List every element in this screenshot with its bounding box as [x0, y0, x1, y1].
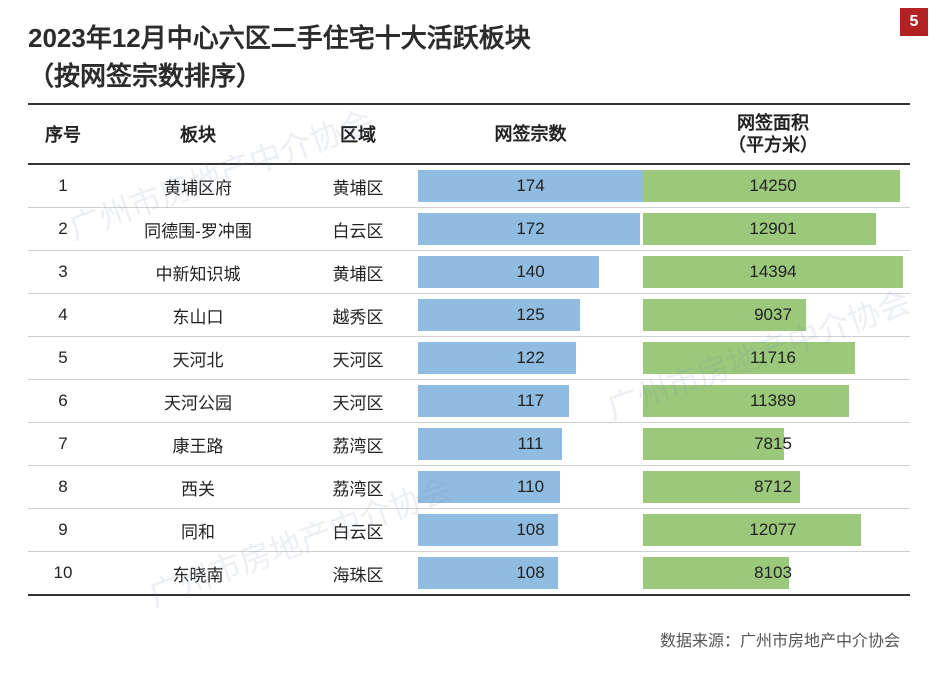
hdr-count: 网签宗数 [418, 123, 643, 146]
cell-index: 3 [28, 262, 98, 282]
cell-count: 174 [418, 170, 643, 202]
area-value: 9037 [643, 305, 903, 325]
cell-section: 天河公园 [98, 389, 298, 414]
cell-count: 140 [418, 256, 643, 288]
count-value: 110 [418, 477, 643, 497]
cell-index: 2 [28, 219, 98, 239]
count-value: 117 [418, 391, 643, 411]
count-value: 108 [418, 563, 643, 583]
table-header-row: 序号 板块 区域 网签宗数 网签面积 （平方米） [28, 103, 910, 165]
area-value: 11389 [643, 391, 903, 411]
cell-index: 7 [28, 434, 98, 454]
area-value: 8103 [643, 563, 903, 583]
cell-district: 海珠区 [298, 561, 418, 586]
hdr-district: 区域 [298, 121, 418, 147]
cell-district: 白云区 [298, 217, 418, 242]
cell-area: 14394 [643, 256, 903, 288]
table-row: 9同和白云区10812077 [28, 509, 910, 552]
area-value: 12901 [643, 219, 903, 239]
area-value: 14394 [643, 262, 903, 282]
area-value: 12077 [643, 520, 903, 540]
cell-index: 1 [28, 176, 98, 196]
count-value: 125 [418, 305, 643, 325]
table-row: 7康王路荔湾区1117815 [28, 423, 910, 466]
cell-count: 110 [418, 471, 643, 503]
cell-district: 荔湾区 [298, 475, 418, 500]
cell-district: 天河区 [298, 389, 418, 414]
cell-district: 天河区 [298, 346, 418, 371]
cell-count: 172 [418, 213, 643, 245]
count-value: 140 [418, 262, 643, 282]
cell-district: 荔湾区 [298, 432, 418, 457]
cell-area: 11716 [643, 342, 903, 374]
cell-district: 越秀区 [298, 303, 418, 328]
cell-section: 康王路 [98, 432, 298, 457]
area-value: 8712 [643, 477, 903, 497]
cell-count: 111 [418, 428, 643, 460]
cell-district: 白云区 [298, 518, 418, 543]
table-row: 1黄埔区府黄埔区17414250 [28, 165, 910, 208]
cell-area: 14250 [643, 170, 903, 202]
cell-area: 9037 [643, 299, 903, 331]
table-row: 10东晓南海珠区1088103 [28, 552, 910, 596]
count-value: 108 [418, 520, 643, 540]
table-row: 8西关荔湾区1108712 [28, 466, 910, 509]
cell-section: 天河北 [98, 346, 298, 371]
count-value: 111 [418, 434, 643, 454]
cell-section: 同德围-罗冲围 [98, 217, 298, 242]
cell-count: 108 [418, 557, 643, 589]
title-line-1: 2023年12月中心六区二手住宅十大活跃板块 [28, 20, 910, 58]
cell-section: 东晓南 [98, 561, 298, 586]
count-value: 172 [418, 219, 643, 239]
cell-count: 117 [418, 385, 643, 417]
hdr-index: 序号 [28, 121, 98, 147]
page-title: 2023年12月中心六区二手住宅十大活跃板块 （按网签宗数排序） [0, 0, 938, 103]
cell-index: 10 [28, 563, 98, 583]
cell-district: 黄埔区 [298, 260, 418, 285]
hdr-area: 网签面积 （平方米） [643, 112, 903, 157]
hdr-section: 板块 [98, 121, 298, 147]
title-line-2: （按网签宗数排序） [28, 58, 910, 96]
table-row: 6天河公园天河区11711389 [28, 380, 910, 423]
cell-section: 同和 [98, 518, 298, 543]
cell-section: 中新知识城 [98, 260, 298, 285]
cell-index: 5 [28, 348, 98, 368]
cell-area: 7815 [643, 428, 903, 460]
cell-count: 122 [418, 342, 643, 374]
page-number-badge: 5 [900, 8, 928, 36]
data-source-label: 数据来源：广州市房地产中介协会 [660, 627, 900, 651]
cell-area: 11389 [643, 385, 903, 417]
cell-area: 12077 [643, 514, 903, 546]
cell-count: 108 [418, 514, 643, 546]
cell-count: 125 [418, 299, 643, 331]
table-row: 2同德围-罗冲围白云区17212901 [28, 208, 910, 251]
ranking-table: 序号 板块 区域 网签宗数 网签面积 （平方米） 1黄埔区府黄埔区1741425… [0, 103, 938, 596]
cell-area: 12901 [643, 213, 903, 245]
table-row: 5天河北天河区12211716 [28, 337, 910, 380]
cell-index: 6 [28, 391, 98, 411]
count-value: 174 [418, 176, 643, 196]
cell-section: 西关 [98, 475, 298, 500]
table-row: 4东山口越秀区1259037 [28, 294, 910, 337]
table-row: 3中新知识城黄埔区14014394 [28, 251, 910, 294]
cell-area: 8103 [643, 557, 903, 589]
cell-district: 黄埔区 [298, 174, 418, 199]
area-value: 11716 [643, 348, 903, 368]
cell-index: 8 [28, 477, 98, 497]
cell-index: 4 [28, 305, 98, 325]
cell-section: 东山口 [98, 303, 298, 328]
count-value: 122 [418, 348, 643, 368]
cell-area: 8712 [643, 471, 903, 503]
cell-section: 黄埔区府 [98, 174, 298, 199]
area-value: 14250 [643, 176, 903, 196]
area-value: 7815 [643, 434, 903, 454]
cell-index: 9 [28, 520, 98, 540]
